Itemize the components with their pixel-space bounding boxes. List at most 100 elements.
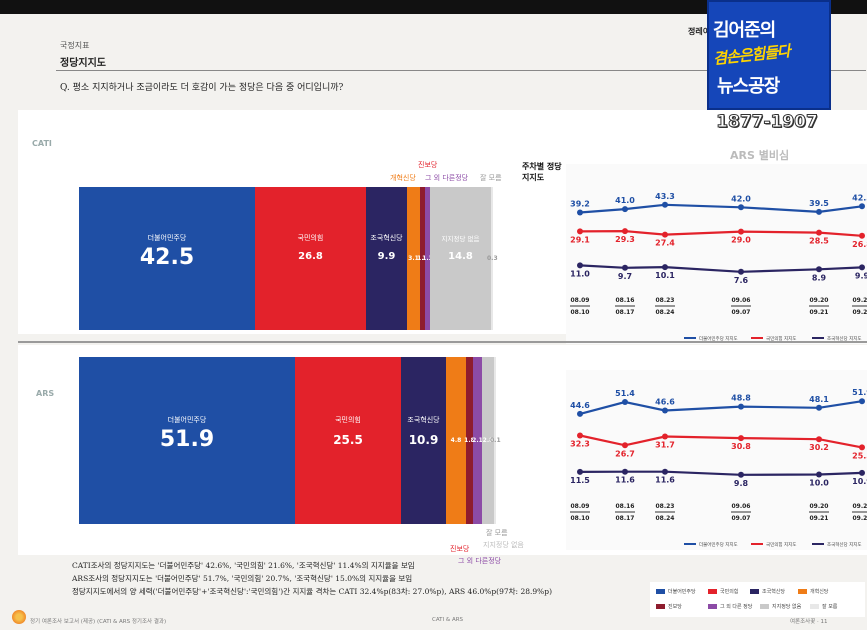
cati-seg-value-dem: 42.5	[139, 244, 195, 270]
ars-overlay-label: ARS 별비심	[730, 149, 790, 162]
trend-value-dem: 48.8	[731, 394, 751, 403]
cati-seg-name-dem: 더불어민주당	[147, 233, 187, 242]
trend-value-rebuild: 10.0	[809, 479, 829, 488]
ars-bar-none: 2.8	[482, 357, 494, 524]
ars-label-none: 지지정당 없음	[483, 541, 524, 549]
legend-swatch-ppp	[708, 589, 717, 594]
trend-legend-label-ppp: 국민의힘 지지도	[766, 541, 796, 548]
trend-value-dem: 46.6	[655, 398, 675, 407]
trend-legend-label-rebuild: 조국혁신당 지지도	[827, 541, 862, 548]
header-divider	[56, 70, 866, 71]
trend-value-rebuild: 11.5	[570, 476, 590, 485]
cati-seg-value-reform: 3.1	[408, 254, 419, 262]
trend-value-ppp: 29.1	[570, 235, 590, 244]
section-label: 국정지표	[60, 41, 90, 50]
x-tick-label: 08.16	[616, 503, 635, 510]
cati-seg-value-progressive: 1.3	[417, 254, 428, 262]
legend: 더불어민주당 국민의힘 조국혁신당 개혁신당 진보당 그 외 다른 정당 지지정…	[650, 582, 865, 617]
cati-seg-value-other: 1.3	[422, 254, 433, 262]
trend-value-rebuild: 10.9	[852, 477, 867, 486]
trend-point-rebuild	[622, 468, 628, 475]
legend-swatch-dontknow	[810, 604, 819, 609]
x-tick-label: 08.09	[571, 297, 590, 304]
ars-seg-value-rebuild: 10.9	[408, 432, 439, 447]
trend-line-rebuild	[579, 264, 863, 273]
footer-left: 정기 여론조사 보고서 (제공) (CATI & ARS 정기조사 결과)	[30, 619, 167, 625]
footnote-2: ARS조사의 정당지지도는 '더불어민주당' 51.7%, '국민의힘' 20.…	[72, 574, 413, 583]
x-tick-label: 09.27	[853, 503, 867, 510]
cati-seg-value-rebuild: 9.9	[377, 250, 396, 262]
trend-legend-label-dem: 더불어민주당 지지도	[699, 541, 738, 548]
ars-label-other: 그 외 다른정당	[458, 557, 502, 565]
trend-value-ppp: 29.0	[731, 236, 751, 245]
cati-seg-name-none: 지지정당 없음	[441, 234, 480, 243]
legend-item-rebuild: 조국혁신당	[750, 588, 785, 595]
ars-seg-value-reform: 4.8	[450, 436, 462, 444]
trend-value-dem: 44.6	[570, 401, 590, 410]
trend-point-dem	[738, 204, 744, 211]
ars-seg-value-progressive: 1.8	[464, 436, 475, 444]
cati-bar-other: 1.3	[422, 187, 433, 330]
news-factory-logo: 김어준의 겸손은힘들다 뉴스공장	[707, 0, 831, 110]
survey-question: Q. 평소 지지하거나 조금이라도 더 호감이 가는 정당은 다음 중 어디입니…	[60, 83, 344, 93]
logo-line-3: 뉴스공장	[717, 76, 780, 97]
trend-line-dem	[579, 400, 863, 415]
trend-point-rebuild	[577, 468, 583, 475]
trend-point-ppp	[577, 432, 583, 439]
trend-value-dem: 39.5	[809, 199, 829, 208]
ars-bar-dem: 더불어민주당 51.9	[79, 357, 295, 524]
legend-item-reform: 개혁신당	[798, 588, 828, 595]
ars-seg-name-rebuild: 조국혁신당	[407, 415, 440, 424]
x-tick-label: 09.06	[732, 297, 751, 304]
weekly-trend-label: 주차별 정당지지도	[522, 162, 562, 182]
trend-point-rebuild	[577, 262, 583, 269]
trend-point-rebuild	[622, 264, 628, 271]
trend-point-ppp	[859, 444, 865, 451]
legend-swatch-none	[760, 604, 769, 609]
cati-bar-dem: 더불어민주당 42.5	[79, 187, 255, 330]
cati-bar-rebuild: 조국혁신당 9.9	[366, 187, 407, 330]
cati-label-reform: 개혁신당	[390, 174, 416, 182]
trend-point-rebuild	[816, 471, 822, 478]
trend-point-dem	[662, 201, 668, 208]
flower-logo-icon	[12, 610, 26, 624]
x-tick-label: 08.24	[656, 309, 675, 316]
trend-value-dem: 48.1	[809, 395, 829, 404]
trend-value-dem: 42.5	[852, 193, 867, 202]
trend-value-ppp: 26.7	[615, 449, 635, 458]
ars-seg-value-none: 2.8	[482, 436, 494, 444]
x-tick-label: 08.09	[571, 503, 590, 510]
trend-value-ppp: 30.2	[809, 443, 829, 452]
trend-point-ppp	[738, 228, 744, 235]
legend-swatch-rebuild	[750, 589, 759, 594]
trend-point-ppp	[816, 229, 822, 236]
report-page: 국정지표 정당지지도 Q. 평소 지지하거나 조금이라도 더 호감이 가는 정당…	[0, 14, 867, 630]
ars-seg-name-dem: 더불어민주당	[167, 415, 207, 424]
trend-point-rebuild	[859, 264, 865, 271]
trend-value-rebuild: 10.1	[655, 271, 675, 280]
trend-point-dem	[577, 410, 583, 417]
trend-point-rebuild	[738, 268, 744, 275]
trend-legend-label-dem: 더불어민주당 지지도	[699, 335, 738, 342]
trend-legend-label-rebuild: 조국혁신당 지지도	[827, 335, 862, 342]
trend-line-rebuild	[579, 470, 863, 476]
trend-value-dem: 43.3	[655, 192, 675, 201]
page-title: 정당지지도	[60, 58, 106, 69]
ars-bar-rebuild: 조국혁신당 10.9	[401, 357, 446, 524]
legend-item-none: 지지정당 없음	[760, 603, 801, 610]
legend-swatch-dem	[656, 589, 665, 594]
footer-center: CATI & ARS	[432, 617, 464, 623]
trend-line-ppp	[579, 229, 863, 237]
trend-point-ppp	[859, 232, 865, 239]
trend-value-ppp: 32.3	[570, 440, 590, 449]
trend-value-rebuild: 9.7	[618, 272, 632, 281]
x-tick-label: 09.28	[853, 309, 867, 316]
ars-seg-value-dem: 51.9	[159, 426, 215, 452]
trend-value-ppp: 27.4	[655, 239, 675, 248]
x-tick-label: 09.27	[853, 297, 867, 304]
cati-seg-value-none: 14.8	[448, 250, 473, 262]
trend-value-rebuild: 11.6	[655, 476, 675, 485]
cati-seg-value-ppp: 26.8	[298, 250, 323, 262]
ars-seg-name-ppp: 국민의힘	[335, 415, 361, 424]
x-tick-label: 09.07	[732, 309, 751, 316]
